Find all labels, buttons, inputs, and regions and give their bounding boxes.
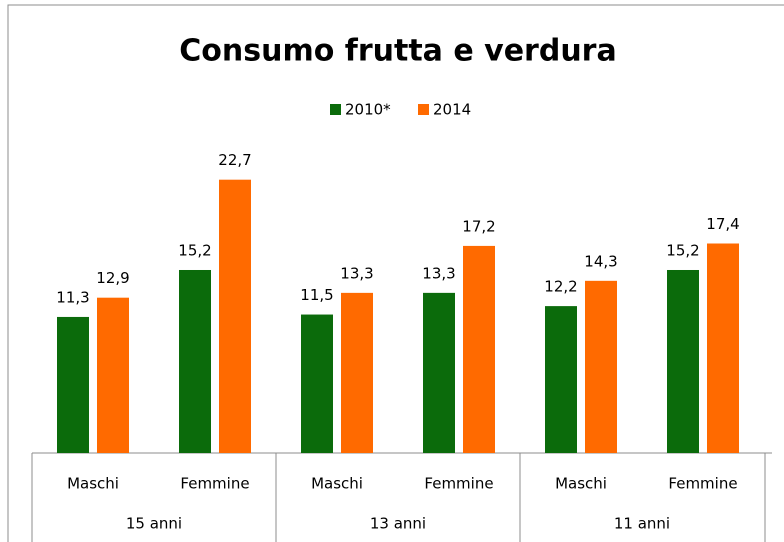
data-label: 17,2: [462, 217, 495, 235]
legend-swatch: [418, 104, 429, 115]
data-label: 13,3: [340, 264, 373, 282]
group-label: 15 anni: [126, 515, 182, 533]
bar: [97, 297, 129, 453]
data-label: 15,2: [178, 241, 211, 259]
group-label: 11 anni: [614, 515, 670, 533]
bar: [219, 179, 251, 453]
chart-frame: [7, 4, 784, 542]
data-label: 12,2: [544, 278, 577, 296]
bar: [707, 243, 739, 453]
data-label: 14,3: [584, 252, 617, 270]
bar: [423, 292, 455, 453]
data-label: 13,3: [422, 264, 455, 282]
bar: [179, 269, 211, 453]
data-label: 17,4: [706, 215, 739, 233]
legend-label: 2014: [433, 101, 471, 119]
x-tick-label: Femmine: [424, 475, 493, 493]
legend-label: 2010*: [345, 101, 391, 119]
data-label: 22,7: [218, 151, 251, 169]
bar: [667, 269, 699, 453]
legend-swatch: [330, 104, 341, 115]
bar: [585, 280, 617, 453]
x-tick-label: Maschi: [555, 475, 607, 493]
chart-title: Consumo frutta e verdura: [179, 34, 616, 69]
bar: [463, 245, 495, 453]
bar: [545, 306, 577, 453]
x-tick-label: Maschi: [311, 475, 363, 493]
bar: [301, 314, 333, 453]
bar: [341, 292, 373, 453]
data-label: 11,5: [300, 286, 333, 304]
data-label: 12,9: [96, 269, 129, 287]
data-label: 15,2: [666, 241, 699, 259]
x-tick-label: Maschi: [67, 475, 119, 493]
bar: [57, 316, 89, 453]
group-label: 13 anni: [370, 515, 426, 533]
x-tick-label: Femmine: [668, 475, 737, 493]
data-label: 11,3: [56, 288, 89, 306]
x-tick-label: Femmine: [180, 475, 249, 493]
